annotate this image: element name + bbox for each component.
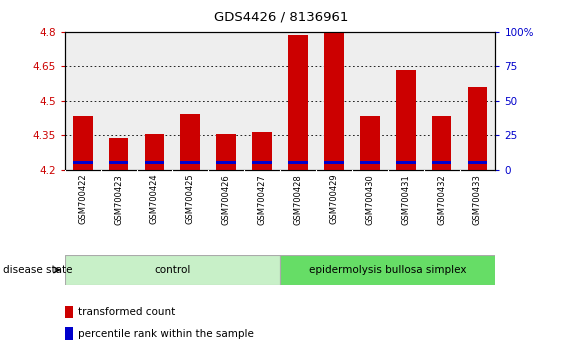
Text: epidermolysis bullosa simplex: epidermolysis bullosa simplex <box>309 265 467 275</box>
Text: GDS4426 / 8136961: GDS4426 / 8136961 <box>215 11 348 24</box>
Bar <box>65 306 73 319</box>
Text: GSM700423: GSM700423 <box>114 174 123 224</box>
Bar <box>252 132 272 170</box>
Bar <box>73 161 92 164</box>
Text: GSM700433: GSM700433 <box>473 174 482 225</box>
Bar <box>216 134 236 170</box>
Bar <box>468 87 488 170</box>
Bar <box>65 255 280 285</box>
Bar <box>360 161 379 164</box>
Bar <box>288 35 308 170</box>
Bar <box>252 161 272 164</box>
Bar <box>396 161 415 164</box>
Text: GSM700431: GSM700431 <box>401 174 410 224</box>
Text: GSM700432: GSM700432 <box>437 174 446 224</box>
Bar <box>396 70 415 170</box>
Bar <box>360 116 379 170</box>
Bar <box>432 116 452 170</box>
Bar <box>468 161 488 164</box>
Bar <box>181 114 200 170</box>
Bar <box>65 327 73 340</box>
Bar <box>432 161 452 164</box>
Bar <box>109 161 128 164</box>
Bar <box>73 116 92 170</box>
Text: GSM700424: GSM700424 <box>150 174 159 224</box>
Bar <box>324 33 344 170</box>
Text: GSM700426: GSM700426 <box>222 174 231 224</box>
Text: transformed count: transformed count <box>78 307 176 317</box>
Bar <box>216 161 236 164</box>
Bar <box>288 161 308 164</box>
Text: GSM700430: GSM700430 <box>365 174 374 224</box>
Bar <box>145 134 164 170</box>
Text: GSM700429: GSM700429 <box>329 174 338 224</box>
Text: GSM700425: GSM700425 <box>186 174 195 224</box>
Text: disease state: disease state <box>3 265 72 275</box>
Text: GSM700427: GSM700427 <box>258 174 267 224</box>
Bar <box>280 255 495 285</box>
Bar <box>145 161 164 164</box>
Bar <box>324 161 344 164</box>
Text: GSM700428: GSM700428 <box>293 174 302 224</box>
Text: control: control <box>154 265 191 275</box>
Bar <box>109 138 128 170</box>
Text: percentile rank within the sample: percentile rank within the sample <box>78 329 254 338</box>
Text: GSM700422: GSM700422 <box>78 174 87 224</box>
Bar <box>181 161 200 164</box>
